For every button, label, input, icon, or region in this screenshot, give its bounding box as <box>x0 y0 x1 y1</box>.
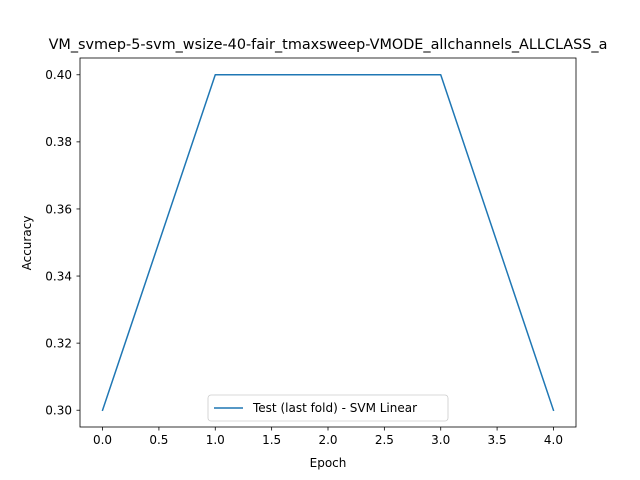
x-tick-label: 3.5 <box>488 433 507 447</box>
x-tick-label: 0.5 <box>149 433 168 447</box>
y-tick-label: 0.38 <box>45 135 72 149</box>
x-tick-label: 3.0 <box>431 433 450 447</box>
x-tick-label: 2.5 <box>375 433 394 447</box>
x-tick-label: 1.5 <box>262 433 281 447</box>
legend-box <box>207 394 449 422</box>
x-tick-label: 1.0 <box>206 433 225 447</box>
x-tick-label: 4.0 <box>544 433 563 447</box>
y-tick-label: 0.30 <box>45 404 72 418</box>
plot-area: 0.0 0.5 1.0 1.5 2.0 2.5 3.0 3.5 4.0 0.30 0.32 0.34 0… <box>45 57 577 447</box>
y-axis-label: Accuracy <box>20 216 34 271</box>
x-tick-label: 0.0 <box>93 433 112 447</box>
y-tick-label: 0.40 <box>45 68 72 82</box>
legend-label: Test (last fold) - SVM Linear <box>252 401 417 415</box>
x-axis-label: Epoch <box>310 456 347 470</box>
chart-title: VM_svmep-5-svm_wsize-40-fair_tmaxsweep-V… <box>49 37 608 53</box>
axes-frame <box>79 57 577 428</box>
y-tick-label: 0.34 <box>45 269 72 283</box>
legend: Test (last fold) - SVM Linear <box>207 394 449 422</box>
y-tick-label: 0.32 <box>45 336 72 350</box>
y-tick-label: 0.36 <box>45 202 72 216</box>
x-tick-label: 2.0 <box>318 433 337 447</box>
